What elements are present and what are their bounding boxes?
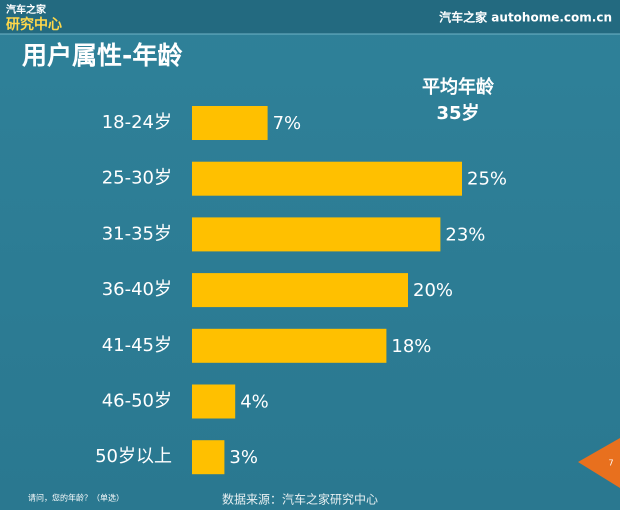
category-label: 41-45岁 [102, 335, 172, 356]
category-label: 50岁以上 [95, 446, 172, 467]
value-label: 3% [229, 447, 258, 468]
value-label: 18% [391, 336, 431, 357]
logo-bottom: 研究中心 [6, 16, 62, 33]
category-label: 36-40岁 [102, 279, 172, 300]
value-label: 4% [240, 392, 269, 413]
header-bar [0, 0, 620, 34]
footer-question: 请问，您的年龄？（单选） [28, 493, 124, 503]
chart-title: 用户属性-年龄 [22, 41, 183, 70]
bar [192, 273, 408, 308]
bar [192, 440, 225, 475]
value-label: 23% [445, 224, 485, 245]
brand: 汽车之家 autohome.com.cn [439, 10, 612, 25]
annotation: 35岁 [436, 102, 479, 124]
bar [192, 384, 236, 419]
bar [192, 328, 387, 363]
footer-source: 数据来源：汽车之家研究中心 [222, 492, 378, 507]
category-label: 18-24岁 [102, 112, 172, 133]
value-label: 25% [467, 169, 507, 190]
category-label: 25-30岁 [102, 168, 172, 189]
bar [192, 106, 268, 140]
page-number: 7 [608, 459, 613, 468]
bar [192, 161, 462, 196]
value-label: 7% [273, 113, 302, 134]
page-marker [578, 438, 620, 488]
category-label: 46-50岁 [102, 391, 172, 412]
value-label: 20% [413, 280, 453, 301]
category-label: 31-35岁 [102, 223, 172, 244]
annotation: 平均年龄 [422, 76, 495, 98]
bar [192, 217, 441, 252]
logo-top: 汽车之家 [6, 3, 47, 16]
